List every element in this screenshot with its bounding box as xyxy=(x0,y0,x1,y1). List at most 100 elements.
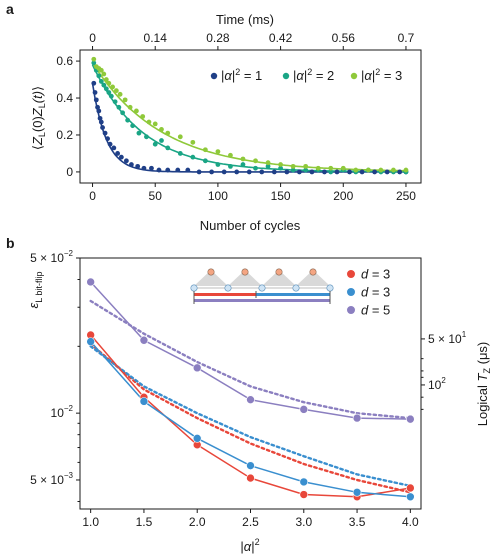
panel-b-legend-marker xyxy=(346,269,356,279)
panel-a-x-tick-label: 100 xyxy=(208,189,228,203)
panel-a-data-point xyxy=(100,125,105,130)
panel-a-x-tick-label: 0 xyxy=(89,189,96,203)
panel-a-data-point xyxy=(98,119,104,125)
panel-a-data-point xyxy=(353,167,359,173)
panel-a-x-tick-label: 200 xyxy=(333,189,353,203)
panel-a-data-point xyxy=(284,169,290,175)
inset-bar-d3-red xyxy=(194,293,256,296)
panel-a-x-tick-label: 150 xyxy=(271,189,291,203)
panel-a-data-point xyxy=(265,163,271,169)
panel-a-data-point xyxy=(365,167,371,173)
panel-b-x-axis-title: |α|2 xyxy=(240,537,259,554)
inset-bar-d3-blue xyxy=(256,293,330,296)
panel-a-frame xyxy=(79,49,422,184)
inset-data-node xyxy=(190,284,198,292)
panel-a-data-point xyxy=(177,134,183,140)
panel-a-data-point xyxy=(159,127,164,132)
panel-a-top-tick-label: 0.28 xyxy=(206,31,230,45)
inset-triangle xyxy=(194,270,228,286)
panel-a-data-point xyxy=(118,154,124,160)
inset-triangle xyxy=(262,270,296,286)
panel-b-right-tick-label: 102 xyxy=(428,376,446,392)
panel-a-data-point xyxy=(234,169,240,175)
inset-ancilla-node xyxy=(241,268,249,276)
panel-a-top-ticks: 0 0.14 0.28 0.42 0.56 0.7 xyxy=(89,31,415,50)
panel-a-data-point xyxy=(120,110,126,116)
panel-b-data-point xyxy=(192,363,202,373)
panel-a-data-point xyxy=(106,80,112,86)
panel-a-y-tick-label: 0 xyxy=(66,165,73,179)
panel-a-data-point xyxy=(152,121,158,127)
panel-b-data-point xyxy=(406,492,415,502)
panel-a-top-tick-label: 0 xyxy=(89,31,96,45)
panel-a-data-point xyxy=(129,162,134,167)
panel-b-data-point xyxy=(299,490,309,499)
panel-a-data-point xyxy=(215,149,221,154)
panel-a-data-point xyxy=(315,165,321,171)
panel-b-y-axis-title: εL bit-flip xyxy=(26,272,44,309)
panel-b-x-ticks: 1.0 1.5 2.0 2.5 3.0 3.5 4.0 xyxy=(82,509,419,529)
panel-a-data-point xyxy=(165,130,171,136)
panel-a-data-point xyxy=(92,90,98,95)
panel-b-x-tick-label: 4.0 xyxy=(402,515,419,529)
panel-a-legend-label: |α|2 = 1 xyxy=(221,67,262,83)
inset-data-node xyxy=(326,284,334,292)
panel-a-data-point xyxy=(101,82,107,88)
panel-a-data-point xyxy=(296,169,302,175)
panel-b-data-point xyxy=(299,477,309,487)
inset-ancilla-node xyxy=(309,268,317,276)
panel-a-data-point xyxy=(135,163,141,169)
panel-a-data-point xyxy=(290,167,296,173)
panel-a-data-point xyxy=(347,169,352,175)
panel-b-x-tick-label: 1.5 xyxy=(136,515,153,529)
panel-a-data-point xyxy=(91,60,97,66)
panel-b-data-point xyxy=(246,461,255,470)
panel-a-data-point xyxy=(221,169,227,175)
panel-a-data-point xyxy=(359,169,365,175)
panel-a-data-point xyxy=(334,169,340,175)
panel-a-data-point xyxy=(134,108,139,114)
panel-a-data-point xyxy=(165,145,171,151)
panel-a-data-point xyxy=(290,163,296,169)
panel-a-data-point xyxy=(105,136,110,142)
panel-b-y-tick-label: 5 × 10−2 xyxy=(30,249,73,265)
panel-b-right-tick-label: 5 × 101 xyxy=(428,330,467,346)
panel-b-data-point xyxy=(192,434,202,443)
panel-a-data-point xyxy=(96,108,102,114)
panel-a-data-point xyxy=(106,90,112,95)
panel-a-data-point xyxy=(384,169,390,175)
panel-a-data-point xyxy=(240,162,246,167)
panel-a-data-point xyxy=(125,117,131,123)
panel-b-legend-marker xyxy=(346,305,356,315)
panel-a-data-point xyxy=(98,67,104,73)
panel-a-data-point xyxy=(278,165,283,171)
panel-a-data-point xyxy=(140,114,146,119)
panel-a-data-point xyxy=(96,73,102,79)
inset-ancilla-node xyxy=(275,268,283,276)
panel-a-data-point xyxy=(190,139,196,145)
panel-a-data-point xyxy=(122,97,128,103)
panel-b-x-tick-label: 1.0 xyxy=(82,515,99,529)
panel-b-legend-label: d = 3 xyxy=(361,267,390,282)
panel-b-dotted-curve xyxy=(89,299,412,420)
panel-a-legend-marker xyxy=(210,72,218,80)
panel-a-data-point xyxy=(127,104,133,110)
panel-a-legend-label: |α|2 = 2 xyxy=(293,67,334,83)
panel-b-data-point xyxy=(352,413,362,423)
panel-a-data-point xyxy=(102,130,108,136)
panel-a-data-points xyxy=(91,56,409,175)
panel-a-data-point xyxy=(152,141,158,147)
panel-b-data-point xyxy=(246,395,255,404)
panel-b-x-tick-label: 3.5 xyxy=(349,515,366,529)
panel-a-data-point xyxy=(113,88,119,94)
panel-a-y-tick-label: 0.2 xyxy=(56,128,73,142)
panel-a-data-point xyxy=(111,145,117,151)
panel-a-data-point xyxy=(97,115,103,121)
inset-bar-d5 xyxy=(194,299,330,302)
panel-a-data-point xyxy=(95,104,100,110)
panel-a-data-point xyxy=(228,163,233,169)
panel-a-data-point xyxy=(93,97,99,103)
panel-a-data-point xyxy=(103,77,109,82)
panel-a-x-axis-title: Number of cycles xyxy=(200,218,301,233)
panel-b-y-tick-label: 10−2 xyxy=(51,404,74,420)
